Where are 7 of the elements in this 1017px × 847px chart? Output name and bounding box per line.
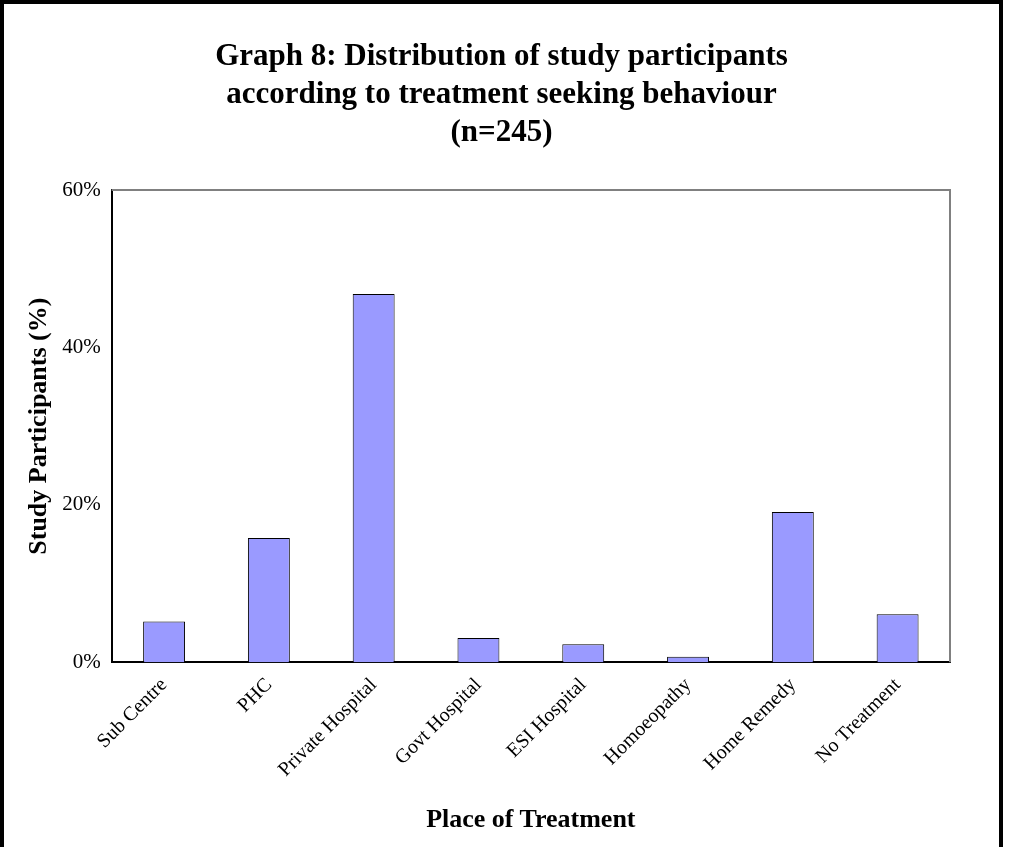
y-tick-label: 40% <box>62 333 101 358</box>
y-tick-label: 20% <box>62 491 101 516</box>
x-axis-title: Place of Treatment <box>426 804 636 834</box>
chart-title: Graph 8: Distribution of study participants according to treatment seeking behaviour (n=245) <box>214 36 789 150</box>
y-tick-label: 0% <box>72 648 101 673</box>
y-axis-title: Study Participants (%) <box>23 297 53 555</box>
y-tick-label: 60% <box>62 176 101 201</box>
